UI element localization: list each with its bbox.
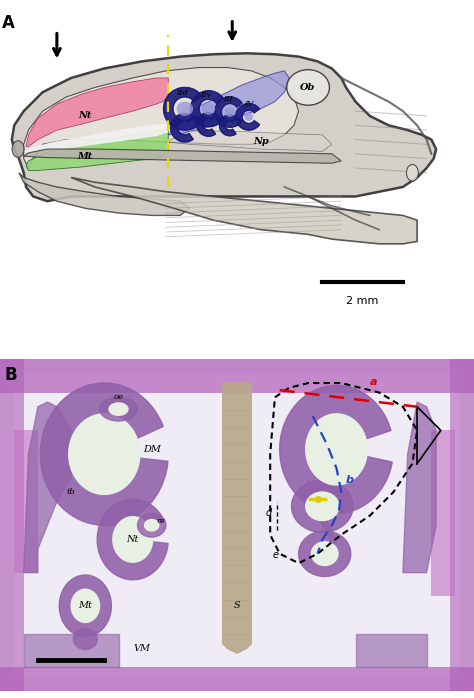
Polygon shape bbox=[137, 514, 166, 537]
Ellipse shape bbox=[287, 70, 329, 105]
Text: 2 mm: 2 mm bbox=[346, 296, 379, 306]
Ellipse shape bbox=[225, 107, 235, 117]
Polygon shape bbox=[311, 542, 338, 565]
Ellipse shape bbox=[176, 102, 193, 116]
Bar bbox=[0, 359, 474, 392]
Polygon shape bbox=[12, 53, 436, 201]
Polygon shape bbox=[113, 517, 153, 562]
Polygon shape bbox=[24, 402, 71, 572]
Bar bbox=[14, 431, 38, 572]
Polygon shape bbox=[219, 115, 236, 136]
Polygon shape bbox=[24, 68, 299, 168]
Polygon shape bbox=[308, 479, 337, 549]
Polygon shape bbox=[171, 114, 193, 142]
Polygon shape bbox=[24, 634, 119, 667]
Polygon shape bbox=[197, 112, 216, 136]
Text: IV: IV bbox=[244, 100, 254, 108]
Text: A: A bbox=[2, 14, 15, 32]
Polygon shape bbox=[306, 492, 339, 521]
Polygon shape bbox=[26, 78, 168, 147]
Polygon shape bbox=[24, 149, 341, 163]
Polygon shape bbox=[109, 403, 128, 415]
Polygon shape bbox=[100, 397, 137, 421]
Text: Nt: Nt bbox=[127, 535, 139, 544]
Ellipse shape bbox=[406, 165, 418, 181]
Text: Ob: Ob bbox=[301, 83, 316, 92]
Text: B: B bbox=[5, 366, 18, 385]
Bar bbox=[450, 359, 474, 691]
Text: DM: DM bbox=[143, 445, 161, 454]
Polygon shape bbox=[236, 103, 260, 130]
Text: a: a bbox=[370, 378, 377, 387]
Text: IId: IId bbox=[176, 89, 189, 97]
Polygon shape bbox=[403, 402, 436, 572]
Polygon shape bbox=[166, 131, 332, 151]
Polygon shape bbox=[40, 383, 168, 525]
Polygon shape bbox=[164, 87, 202, 130]
Text: III: III bbox=[224, 96, 233, 103]
Polygon shape bbox=[191, 91, 223, 127]
Polygon shape bbox=[223, 383, 251, 653]
Polygon shape bbox=[71, 177, 417, 244]
Text: Mt: Mt bbox=[78, 151, 93, 161]
Polygon shape bbox=[306, 414, 367, 485]
Bar bbox=[431, 431, 455, 596]
Text: d: d bbox=[265, 507, 272, 518]
Bar bbox=[0, 359, 24, 691]
Polygon shape bbox=[280, 385, 392, 514]
Text: b: b bbox=[346, 475, 354, 484]
Polygon shape bbox=[215, 97, 242, 127]
Bar bbox=[0, 667, 474, 691]
Polygon shape bbox=[292, 480, 353, 533]
Text: IIv: IIv bbox=[201, 91, 212, 98]
Polygon shape bbox=[59, 575, 111, 637]
Ellipse shape bbox=[202, 103, 215, 114]
Text: Np: Np bbox=[253, 138, 269, 147]
Text: Nt: Nt bbox=[79, 112, 92, 120]
Polygon shape bbox=[19, 173, 190, 216]
Text: re: re bbox=[157, 517, 165, 524]
Polygon shape bbox=[73, 629, 97, 649]
Text: tb: tb bbox=[67, 488, 75, 496]
Polygon shape bbox=[145, 519, 159, 531]
Polygon shape bbox=[356, 634, 427, 667]
Ellipse shape bbox=[245, 113, 253, 121]
Polygon shape bbox=[69, 414, 140, 494]
Ellipse shape bbox=[12, 141, 24, 157]
Text: oe: oe bbox=[113, 393, 124, 401]
Polygon shape bbox=[168, 70, 289, 135]
Polygon shape bbox=[71, 589, 100, 623]
Text: Mt: Mt bbox=[78, 601, 92, 610]
Polygon shape bbox=[97, 499, 168, 580]
Text: S: S bbox=[234, 601, 240, 610]
Polygon shape bbox=[26, 130, 168, 170]
Polygon shape bbox=[299, 531, 351, 577]
Polygon shape bbox=[24, 123, 168, 152]
Text: e: e bbox=[273, 551, 279, 560]
Text: VM: VM bbox=[134, 644, 151, 653]
